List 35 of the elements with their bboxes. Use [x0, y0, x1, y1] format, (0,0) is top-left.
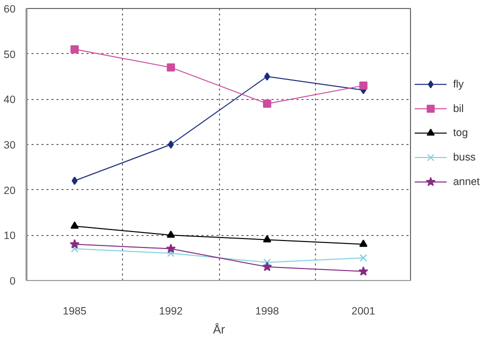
x-tick-label: 1985 — [62, 306, 87, 318]
point — [359, 240, 368, 247]
point — [167, 250, 175, 258]
x-axis-title: År — [213, 322, 226, 336]
x-tick-label: 1998 — [255, 306, 280, 318]
y-tick-label: 30 — [4, 140, 16, 152]
y-tick-label: 0 — [10, 276, 16, 288]
y-tick-label: 20 — [4, 184, 16, 197]
x-tick-label: 2001 — [352, 306, 376, 318]
legend-label: annet — [453, 176, 480, 188]
y-tick-label: 40 — [4, 94, 16, 106]
point — [358, 266, 368, 276]
point — [70, 45, 79, 54]
point — [262, 262, 272, 272]
legend-label: buss — [453, 152, 476, 164]
point — [70, 221, 79, 229]
point — [72, 176, 78, 185]
point — [359, 81, 368, 90]
point — [263, 100, 272, 108]
point — [70, 244, 78, 253]
legend-label: tog — [453, 127, 468, 140]
point — [70, 239, 80, 248]
y-tick-label: 50 — [4, 48, 16, 61]
point — [166, 230, 175, 238]
x-tick-label: 1992 — [159, 306, 183, 318]
legend-label: fly — [453, 78, 464, 90]
point — [263, 235, 272, 242]
point — [360, 254, 368, 262]
point — [166, 244, 176, 254]
point — [166, 63, 175, 72]
y-tick-label: 10 — [4, 230, 16, 242]
legend-label: bil — [453, 102, 464, 115]
point — [168, 140, 174, 149]
point — [264, 72, 270, 81]
y-tick-label: 60 — [4, 4, 16, 16]
